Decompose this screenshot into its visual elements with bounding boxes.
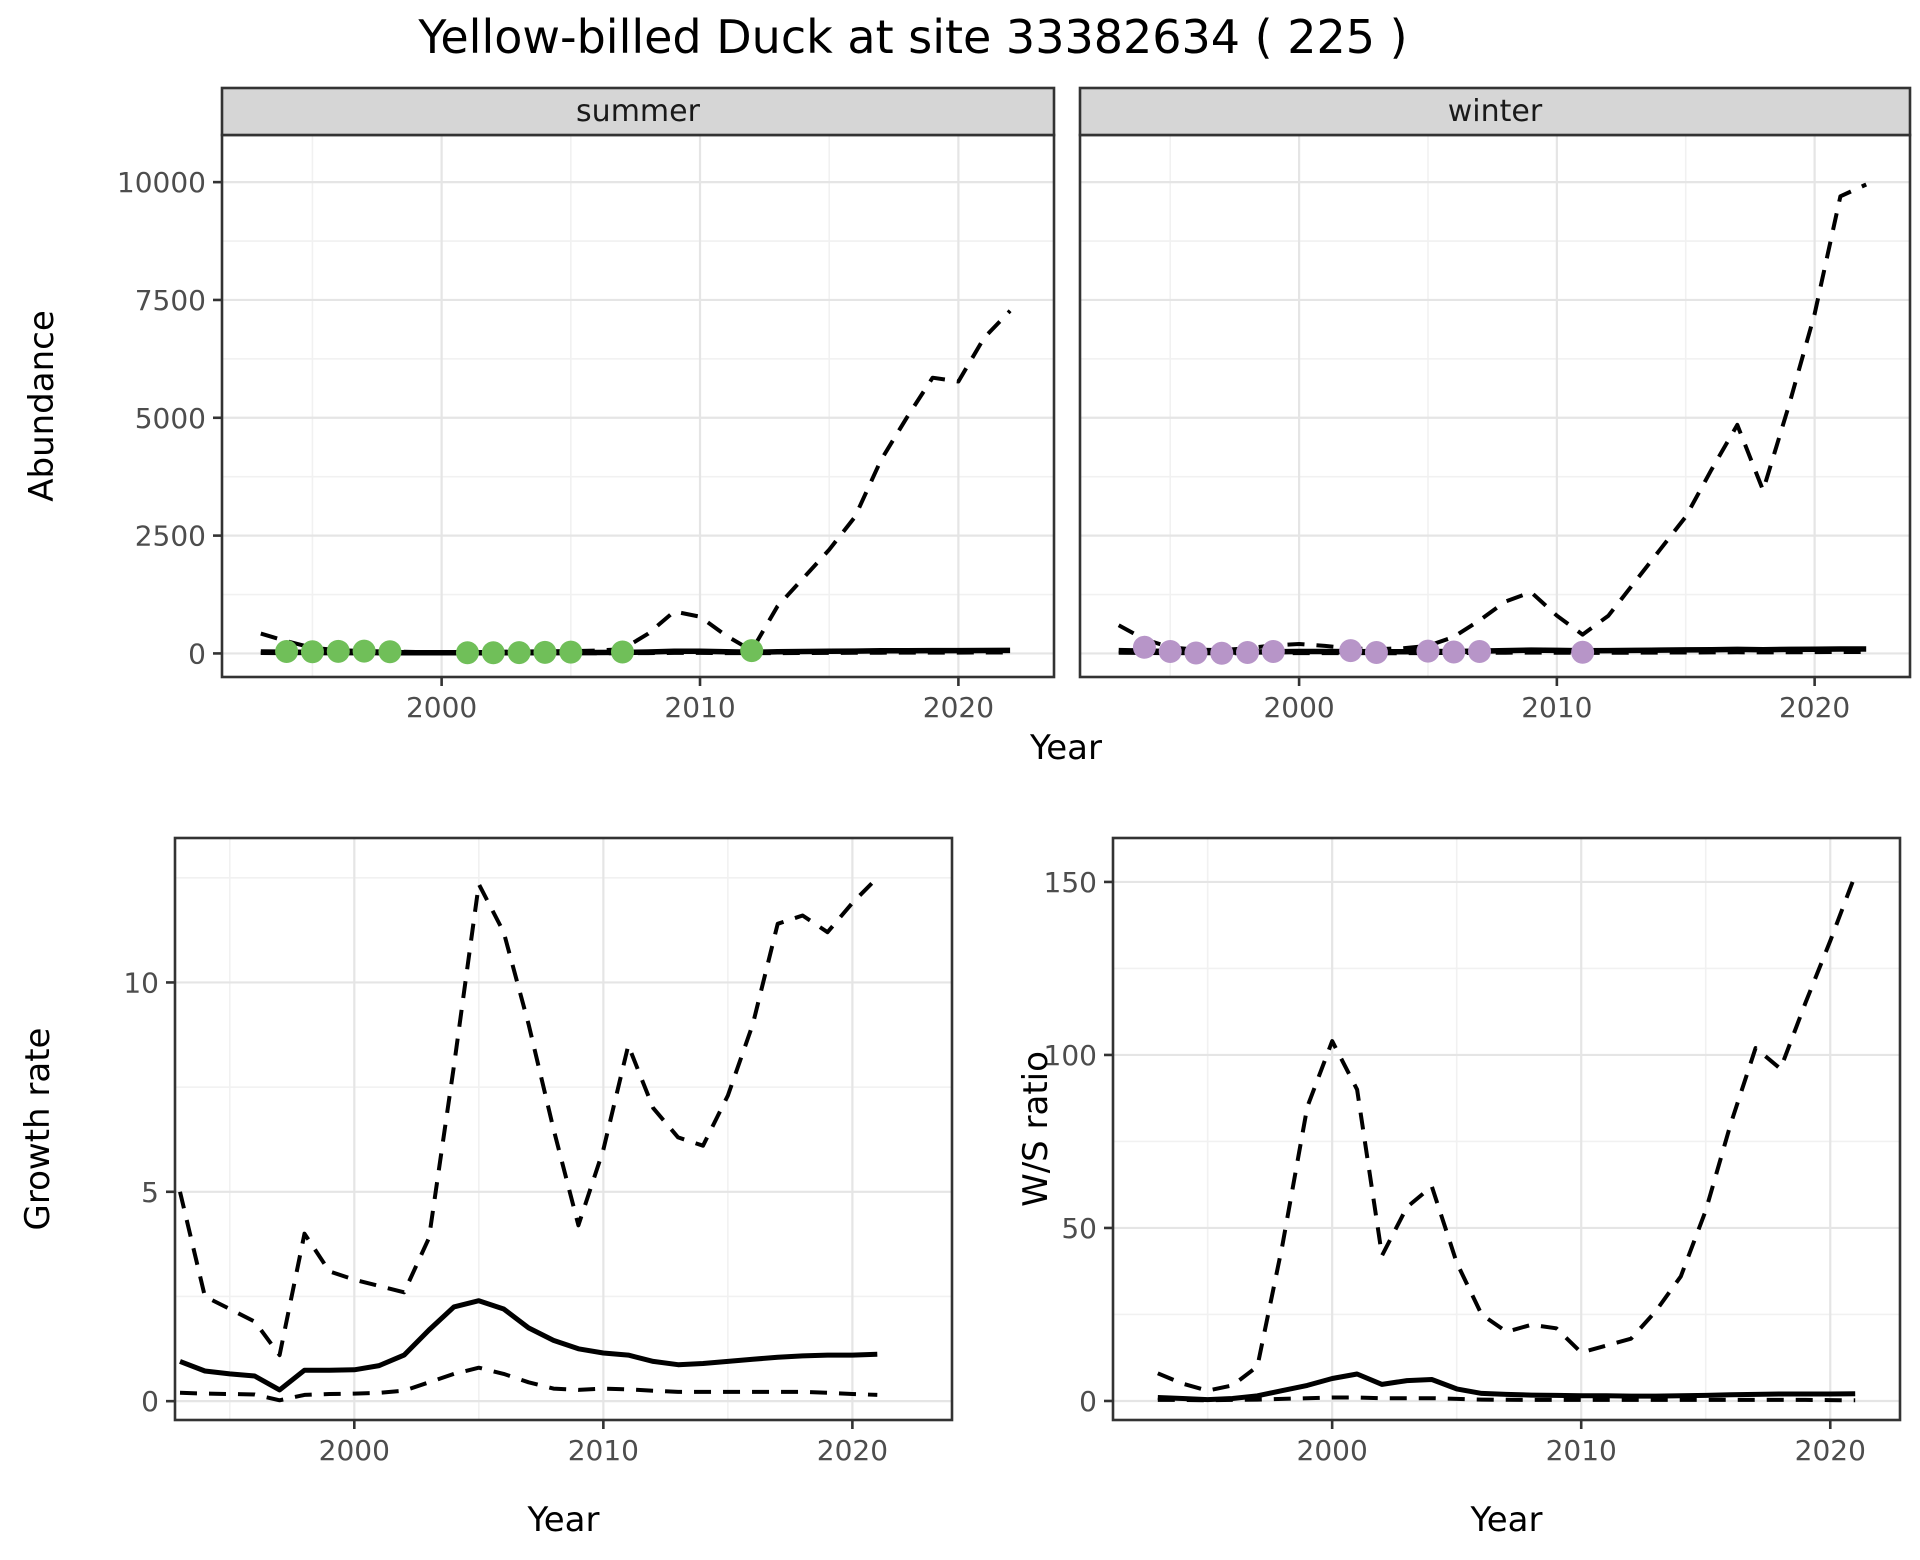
data-point-winter: [1184, 641, 1208, 665]
data-point-summer: [326, 639, 350, 663]
x-tick-label: 2020: [1795, 1434, 1866, 1467]
series-upper_ci: [178, 876, 879, 1358]
y-tick-label: 0: [141, 1385, 159, 1418]
data-point-winter: [1132, 635, 1156, 659]
facet-strip-box: [220, 86, 1056, 137]
x-tick-label: 2000: [406, 691, 477, 724]
y-tick-label: 100: [1044, 1039, 1097, 1072]
panel-ws_ratio: 2000 2010 2020 0 50 100 150: [1044, 836, 1902, 1467]
y-tick-label: 7500: [135, 284, 206, 317]
y-tick-label: 5000: [135, 402, 206, 435]
data-point-summer: [300, 640, 324, 664]
x-axis-title-ws: Year: [1470, 1500, 1543, 1540]
x-tick-label: 2020: [817, 1434, 888, 1467]
x-axis-title-top: Year: [1030, 728, 1102, 768]
panel-abundance_summer: 2000 2010 2020 0 2500 5000 7500 10000: [117, 86, 1056, 724]
x-tick-label: 2010: [1546, 1434, 1617, 1467]
panel-border: [1111, 836, 1902, 1422]
data-point-winter: [1236, 640, 1260, 664]
data-point-summer: [455, 641, 479, 665]
data-point-summer: [610, 640, 634, 664]
data-point-summer: [378, 640, 402, 664]
series-estimate: [179, 1298, 878, 1393]
data-point-winter: [1468, 640, 1492, 664]
x-tick-label: 2020: [923, 691, 994, 724]
panel-background: [175, 838, 952, 1420]
facet-strip-box: [1078, 86, 1912, 137]
facet-strip-summer: summer: [576, 94, 700, 129]
series-lower_ci: [1157, 1395, 1856, 1403]
data-point-summer: [533, 640, 557, 664]
data-point-summer: [275, 640, 299, 664]
x-axis-title-growth: Year: [527, 1500, 600, 1540]
data-point-winter: [1364, 640, 1388, 664]
panel-abundance_winter: 2000 2010 2020: [1078, 86, 1912, 724]
panel-background: [222, 135, 1054, 677]
data-point-winter: [1571, 640, 1595, 664]
y-tick-label: 2500: [135, 520, 206, 553]
data-point-summer: [559, 640, 583, 664]
x-tick-label: 2000: [319, 1434, 390, 1467]
panel-background: [1080, 135, 1910, 677]
data-point-winter: [1158, 640, 1182, 664]
x-tick-label: 2020: [1779, 691, 1850, 724]
data-point-winter: [1210, 641, 1234, 665]
y-tick-label: 0: [1079, 1385, 1097, 1418]
y-axis-title-ws-ratio: W/S ratio: [1016, 1051, 1056, 1207]
x-tick-label: 2000: [1297, 1434, 1368, 1467]
data-point-summer: [507, 641, 531, 665]
y-axis-title-abundance: Abundance: [22, 310, 62, 502]
panel-growth_rate: 2000 2010 2020 0 5 10: [123, 836, 954, 1467]
y-tick-label: 10000: [117, 166, 206, 199]
data-point-summer: [740, 639, 764, 663]
panel-border: [173, 836, 954, 1422]
series-lower_ci: [179, 1365, 878, 1403]
data-point-summer: [481, 641, 505, 665]
series-estimate: [1157, 1371, 1856, 1403]
data-point-winter: [1442, 640, 1466, 664]
data-point-winter: [1261, 640, 1285, 664]
y-tick-label: 50: [1061, 1212, 1097, 1245]
x-tick-label: 2010: [664, 691, 735, 724]
facet-strip-winter: winter: [1447, 94, 1543, 129]
y-tick-label: 10: [123, 966, 159, 999]
x-tick-label: 2010: [568, 1434, 639, 1467]
y-tick-label: 0: [188, 637, 206, 670]
data-point-winter: [1339, 639, 1363, 663]
chart-title: Yellow-billed Duck at site 33382634 ( 22…: [418, 10, 1408, 64]
y-tick-label: 5: [141, 1176, 159, 1209]
y-axis-title-growth-rate: Growth rate: [18, 1027, 58, 1231]
x-tick-label: 2010: [1521, 691, 1592, 724]
data-point-summer: [352, 639, 376, 663]
x-tick-label: 2000: [1263, 691, 1334, 724]
panel-background: [1113, 838, 1900, 1420]
y-tick-label: 150: [1044, 866, 1097, 899]
data-point-winter: [1416, 639, 1440, 663]
